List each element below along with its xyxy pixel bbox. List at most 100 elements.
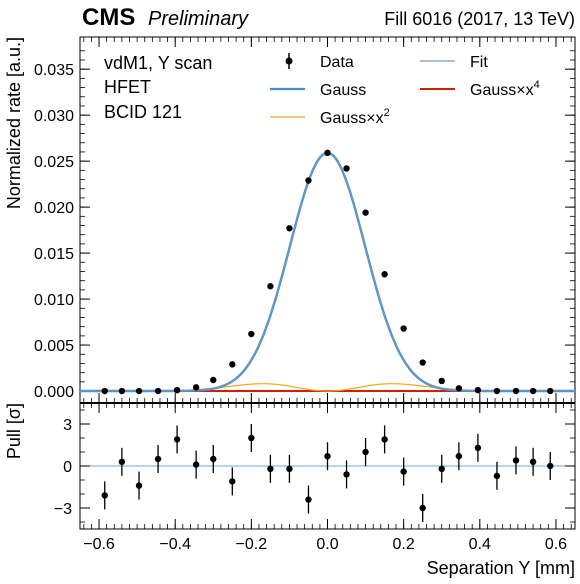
legend-item-gauss: Gauss — [270, 82, 366, 99]
data-point — [343, 165, 350, 172]
pull-point — [400, 468, 407, 475]
main-y-tick-label: 0.030 — [34, 108, 74, 125]
data-point — [512, 387, 520, 395]
pull-point — [343, 471, 350, 478]
status-label: Preliminary — [148, 8, 249, 30]
pull-point — [210, 455, 217, 463]
data-point — [381, 271, 388, 278]
data-point — [101, 387, 108, 395]
main-panel: 0.000 0.005 0.010 0.015 0.020 0.025 0.030 0.035 — [34, 36, 576, 404]
data-point — [547, 387, 554, 395]
annotation-detector: HFET — [104, 77, 151, 97]
pull-point — [229, 478, 236, 485]
pull-point — [101, 492, 108, 499]
curve-gauss — [80, 151, 575, 393]
legend-gauss-x4-text: Gauss×x — [470, 82, 534, 99]
legend-data-marker — [285, 57, 293, 65]
pull-y-tick-label: −3 — [54, 501, 72, 518]
pull-x-tick-label: 0.2 — [393, 536, 415, 553]
pull-x-tick-label: −0.4 — [159, 536, 191, 553]
annotation-bcid: BCID 121 — [104, 102, 182, 122]
annotation-scan: vdM1, Y scan — [104, 53, 212, 73]
pull-y-axis-title: Pull [σ] — [4, 403, 24, 459]
pull-point — [248, 434, 255, 442]
main-y-tick-label: 0.025 — [34, 154, 74, 171]
pull-point — [529, 458, 537, 465]
data-point — [362, 209, 369, 216]
data-point — [474, 386, 482, 394]
data-point — [267, 283, 274, 290]
data-point — [154, 387, 162, 395]
experiment-label: CMS — [82, 4, 135, 31]
pull-x-tick-label: −0.6 — [83, 536, 115, 553]
data-point — [229, 361, 236, 368]
main-y-tick-label: 0.020 — [34, 200, 74, 217]
main-y-tick-label: 0.005 — [34, 338, 74, 355]
data-point — [438, 377, 445, 385]
main-y-tick-label: 0.000 — [34, 384, 74, 401]
data-point — [529, 387, 537, 395]
main-y-tick-label: 0.035 — [34, 62, 74, 79]
data-point — [173, 386, 181, 394]
main-y-axis-title: Normalized rate [a.u.] — [4, 37, 24, 209]
main-y-tick-label: 0.010 — [34, 292, 74, 309]
pull-point — [438, 465, 445, 472]
data-point — [455, 385, 463, 392]
pull-panel: −0.6 −0.4 −0.2 0.0 0.2 0.4 0.6 −3 0 3 — [54, 402, 576, 553]
pull-point — [154, 455, 162, 463]
legend-item-gauss-x2: Gauss×x2 — [270, 107, 390, 127]
pull-point — [286, 465, 293, 472]
pull-point — [267, 465, 274, 472]
pull-point — [419, 504, 426, 512]
data-point — [324, 149, 331, 157]
pull-x-tick-label: 0.4 — [469, 536, 491, 553]
data-point — [210, 376, 217, 384]
legend-gauss-x2-sup: 2 — [384, 107, 390, 119]
main-curves — [80, 151, 575, 393]
pull-x-tick-label: −0.2 — [236, 536, 268, 553]
data-point — [286, 225, 293, 232]
data-point — [248, 330, 255, 338]
pull-x-tick-label: 0.0 — [316, 536, 338, 553]
pull-point — [547, 462, 554, 470]
pull-point — [135, 482, 143, 489]
data-point — [305, 177, 312, 184]
main-data-points — [101, 149, 554, 395]
legend-data-label: Data — [320, 54, 354, 71]
legend-gauss-x2-text: Gauss×x — [320, 110, 384, 127]
data-point — [118, 387, 126, 395]
legend-fit-label: Fit — [470, 54, 488, 71]
data-point — [419, 359, 426, 366]
legend-item-gauss-x4: Gauss×x4 — [420, 79, 540, 99]
pull-point — [173, 436, 181, 443]
pull-point — [455, 453, 463, 460]
main-y-tick-label: 0.015 — [34, 246, 74, 263]
pull-x-tick-label: 0.6 — [545, 536, 567, 553]
main-ticks: 0.000 0.005 0.010 0.015 0.020 0.025 0.030 0.035 — [34, 37, 575, 403]
legend-item-fit: Fit — [420, 54, 488, 71]
pull-point — [118, 458, 126, 465]
legend-item-data: Data — [285, 53, 354, 71]
legend-gauss-x4-sup: 4 — [534, 79, 540, 91]
data-point — [400, 325, 407, 332]
pull-point — [192, 461, 200, 468]
data-point — [192, 384, 200, 391]
legend-gauss-x2-label: Gauss×x2 — [320, 107, 390, 127]
legend-gauss-x4-label: Gauss×x4 — [470, 79, 540, 99]
data-point — [493, 387, 501, 395]
pull-point — [474, 444, 482, 451]
pull-point — [305, 496, 312, 503]
curve-fit — [80, 152, 575, 392]
pull-point — [362, 448, 369, 456]
pull-y-tick-label: 3 — [63, 417, 72, 434]
run-info-label: Fill 6016 (2017, 13 TeV) — [384, 9, 575, 29]
data-point — [135, 387, 143, 395]
pull-data-points — [101, 424, 554, 522]
pull-point — [512, 457, 520, 464]
pull-point — [324, 453, 331, 460]
pull-point — [493, 472, 501, 479]
legend-gauss-label: Gauss — [320, 82, 366, 99]
legend: Data Fit Gauss Gauss×x4 Gauss×x2 — [270, 53, 540, 127]
x-axis-title: Separation Y [mm] — [427, 558, 575, 578]
